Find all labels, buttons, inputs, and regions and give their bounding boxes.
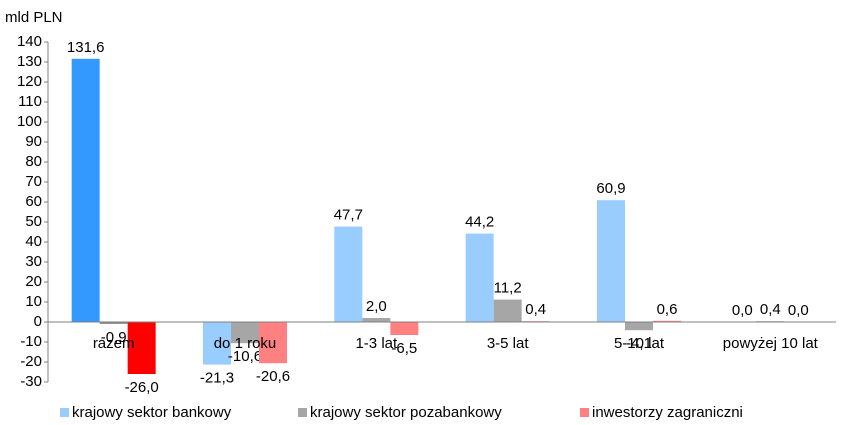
y-tick-label: 120 — [17, 73, 42, 90]
y-tick-label: 10 — [25, 293, 42, 310]
y-tick-label: 40 — [25, 233, 42, 250]
value-label: 0,6 — [657, 301, 678, 318]
y-tick-label: 70 — [25, 173, 42, 190]
value-label: -20,6 — [256, 368, 290, 385]
y-tick-label: -10 — [20, 333, 42, 350]
value-label: 60,9 — [596, 180, 625, 197]
bar — [625, 322, 653, 331]
y-tick-label: 20 — [25, 273, 42, 290]
y-tick-label: 100 — [17, 113, 42, 130]
bar — [597, 200, 625, 322]
legend-label: krajowy sektor bankowy — [72, 404, 232, 421]
y-tick-label: 50 — [25, 213, 42, 230]
bar — [390, 322, 419, 335]
x-tick-label: 1-3 lat — [355, 335, 398, 352]
bar — [465, 233, 494, 322]
value-label: -21,3 — [200, 370, 234, 387]
value-label: 0,0 — [732, 302, 753, 319]
x-tick-label: powyżej 10 lat — [723, 335, 819, 352]
bar — [99, 322, 128, 324]
value-label: 44,2 — [465, 214, 494, 231]
bar — [203, 322, 231, 365]
y-tick-label: 0 — [34, 313, 42, 330]
value-label: -4,1 — [626, 335, 652, 352]
y-tick-label: 140 — [17, 33, 42, 50]
value-label: -0,9 — [101, 329, 127, 346]
bar — [362, 318, 391, 322]
value-label: 0,0 — [788, 302, 809, 319]
y-tick-label: -20 — [20, 353, 42, 370]
value-label: -6,5 — [391, 340, 417, 357]
x-tick-label: razem — [93, 335, 135, 352]
y-tick-label: 80 — [25, 153, 42, 170]
y-axis-label: mld PLN — [5, 9, 63, 26]
value-label: -10,6 — [228, 348, 262, 365]
legend-label: inwestorzy zagraniczni — [592, 404, 743, 421]
y-tick-label: 90 — [25, 133, 42, 150]
y-tick-label: 130 — [17, 53, 42, 70]
legend-swatch — [298, 408, 307, 417]
legend-swatch — [60, 408, 69, 417]
bar — [493, 299, 522, 322]
legend-swatch — [580, 408, 589, 417]
value-label: 131,6 — [67, 39, 105, 56]
bar — [259, 322, 287, 364]
bar — [127, 322, 156, 374]
value-label: 47,7 — [334, 207, 363, 224]
x-tick-label: do 1 roku — [214, 335, 277, 352]
bar — [231, 322, 259, 344]
bar — [653, 320, 681, 322]
value-label: 0,4 — [760, 301, 781, 318]
x-tick-label: 5-10 lat — [614, 335, 665, 352]
value-label: 0,4 — [525, 301, 546, 318]
y-tick-label: -30 — [20, 373, 42, 390]
bar — [71, 58, 100, 323]
legend-label: krajowy sektor pozabankowy — [310, 404, 502, 421]
value-label: 2,0 — [366, 298, 387, 315]
x-tick-label: 3-5 lat — [487, 335, 530, 352]
y-tick-label: 110 — [18, 93, 42, 110]
bar — [334, 226, 363, 322]
value-label: 11,2 — [494, 280, 522, 297]
y-tick-label: 30 — [25, 253, 42, 270]
value-label: -26,0 — [125, 379, 159, 396]
y-tick-label: 60 — [25, 193, 42, 210]
